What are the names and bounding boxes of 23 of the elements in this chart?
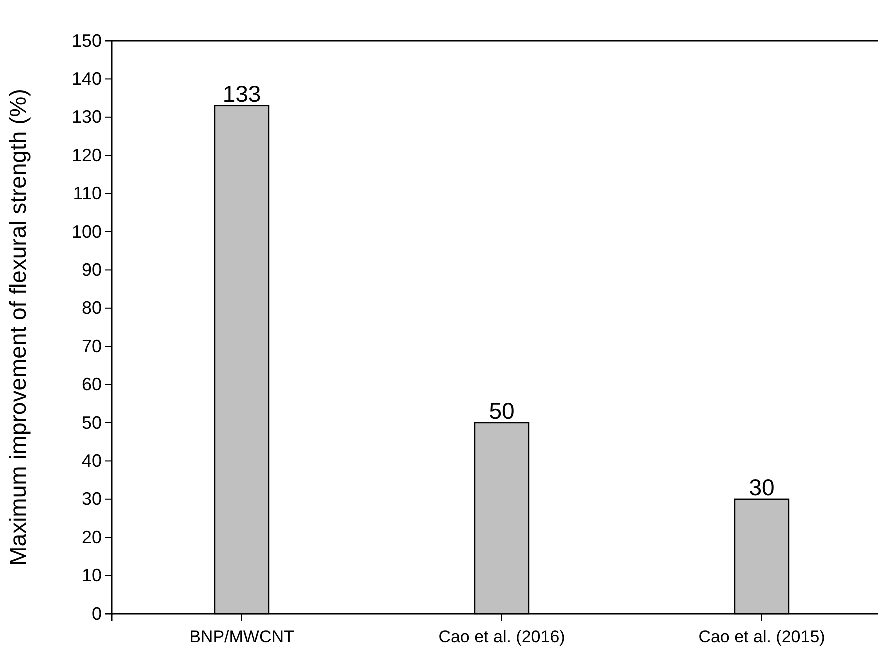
data-label: 50 — [489, 398, 515, 424]
y-axis-title: Maximum improvement of flexural strength (%) — [5, 89, 31, 566]
x-tick-label: Cao et al. (2016) — [438, 628, 566, 647]
y-tick-label: 110 — [73, 184, 102, 204]
y-tick-label: 50 — [82, 412, 102, 433]
y-tick-label: 100 — [72, 222, 102, 242]
y-tick-label: 150 — [72, 30, 102, 51]
y-tick-label: 130 — [72, 107, 102, 128]
y-tick-label: 0 — [92, 604, 102, 624]
y-tick-label: 10 — [82, 566, 102, 586]
y-tick-label: 60 — [82, 374, 102, 395]
y-tick-label: 70 — [82, 336, 102, 356]
x-tick-label: Cao et al. (2015) — [698, 628, 826, 647]
data-label: 133 — [222, 80, 262, 107]
y-tick-label: 40 — [82, 450, 102, 471]
data-label: 30 — [749, 474, 775, 500]
y-tick-label: 90 — [82, 260, 102, 280]
x-tick-label: BNP/MWCNT — [190, 628, 294, 647]
y-tick-label: 140 — [72, 68, 102, 89]
y-tick-label: 20 — [82, 527, 102, 548]
y-tick-label: 120 — [72, 145, 102, 166]
y-tick-label: 80 — [82, 298, 102, 318]
y-tick-label: 30 — [82, 489, 102, 510]
